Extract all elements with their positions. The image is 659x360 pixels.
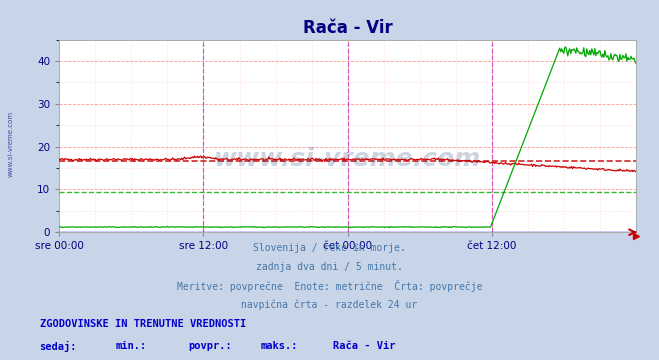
Text: Meritve: povprečne  Enote: metrične  Črta: povprečje: Meritve: povprečne Enote: metrične Črta:… xyxy=(177,280,482,292)
Text: povpr.:: povpr.: xyxy=(188,341,231,351)
Text: Slovenija / reke in morje.: Slovenija / reke in morje. xyxy=(253,243,406,253)
Text: www.si-vreme.com: www.si-vreme.com xyxy=(8,111,14,177)
Text: sedaj:: sedaj: xyxy=(40,341,77,352)
Text: Rača - Vir: Rača - Vir xyxy=(333,341,395,351)
Text: maks.:: maks.: xyxy=(260,341,298,351)
Text: navpična črta - razdelek 24 ur: navpična črta - razdelek 24 ur xyxy=(241,299,418,310)
Text: ZGODOVINSKE IN TRENUTNE VREDNOSTI: ZGODOVINSKE IN TRENUTNE VREDNOSTI xyxy=(40,319,246,329)
Text: min.:: min.: xyxy=(115,341,146,351)
Title: Rača - Vir: Rača - Vir xyxy=(302,19,393,37)
Text: www.si-vreme.com: www.si-vreme.com xyxy=(214,147,481,171)
Text: zadnja dva dni / 5 minut.: zadnja dva dni / 5 minut. xyxy=(256,262,403,272)
